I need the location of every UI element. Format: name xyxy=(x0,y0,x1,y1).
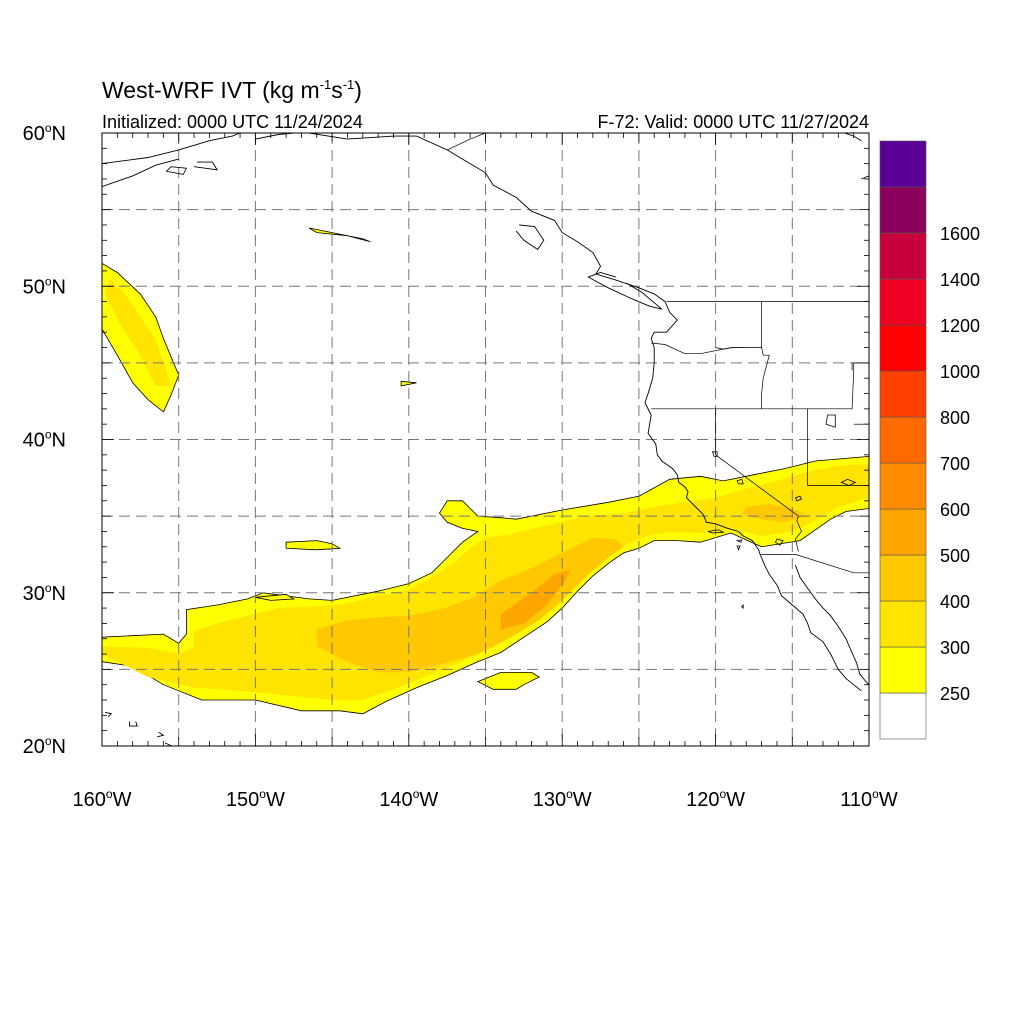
colorbar-label: 1200 xyxy=(940,316,980,336)
coastline xyxy=(309,133,862,692)
lake-outline xyxy=(840,478,857,486)
coastline xyxy=(515,224,545,251)
colorbar-swatch xyxy=(879,278,927,326)
colorbar-label: 500 xyxy=(940,546,970,566)
colorbar-swatch xyxy=(879,554,927,602)
lake-outline xyxy=(794,495,803,502)
colorbar: 250 300 400 500 600 700 800 1000 1200 1400 1600 xyxy=(879,140,980,740)
lon-label: 140oW xyxy=(379,787,438,811)
colorbar-swatch xyxy=(879,646,927,694)
lake-outline xyxy=(774,538,784,546)
ivt-region-10 xyxy=(741,503,808,523)
lat-label: 60oN xyxy=(23,121,66,145)
lat-label: 30oN xyxy=(23,581,66,605)
colorbar-swatch xyxy=(879,324,927,372)
lon-label: 120oW xyxy=(686,787,745,811)
state-border xyxy=(715,408,802,552)
ivt-region-11 xyxy=(500,569,570,630)
state-border xyxy=(651,342,747,355)
colorbar-label: 400 xyxy=(940,592,970,612)
latitude-labels: 60oN 50oN 40oN 30oN 20oN xyxy=(23,121,66,758)
axis-ticks xyxy=(101,132,870,747)
island-outline xyxy=(736,545,741,551)
graticule xyxy=(102,133,869,746)
colorbar-label: 1000 xyxy=(940,362,980,382)
colorbar-swatch xyxy=(879,232,927,280)
colorbar-label: 250 xyxy=(940,684,970,704)
geographic-outlines xyxy=(102,133,869,746)
map-panel xyxy=(102,133,869,746)
lon-label: 130oW xyxy=(533,787,592,811)
ivt-region-5 xyxy=(476,672,541,690)
colorbar-swatch xyxy=(879,692,927,740)
colorbar-swatch xyxy=(879,508,927,556)
island-outline xyxy=(165,166,188,175)
coastline xyxy=(102,158,179,188)
lake-outline xyxy=(825,414,836,428)
coastline xyxy=(587,272,663,310)
coastline xyxy=(164,742,173,746)
colorbar-label: 1600 xyxy=(940,224,980,244)
colorbar-swatch xyxy=(879,186,927,234)
island-outline xyxy=(741,604,744,610)
island-outline xyxy=(707,529,725,534)
coastline xyxy=(193,161,218,171)
ivt-region-9 xyxy=(316,537,624,673)
ivt-region-2 xyxy=(308,227,371,243)
colorbar-swatch xyxy=(879,140,927,188)
ivt-region-8 xyxy=(105,278,171,386)
lon-label: 110oW xyxy=(840,787,898,811)
lat-label: 40oN xyxy=(23,428,66,452)
coastline xyxy=(129,721,138,727)
valid-time-label: F-72: Valid: 0000 UTC 11/27/2024 xyxy=(598,112,870,132)
island-outline xyxy=(735,539,743,543)
state-border xyxy=(447,133,486,151)
lon-label: 160oW xyxy=(73,787,132,811)
coastline xyxy=(104,711,113,718)
colorbar-label: 700 xyxy=(940,454,970,474)
lat-label: 50oN xyxy=(23,274,66,298)
colorbar-label: 600 xyxy=(940,500,970,520)
ivt-region-6 xyxy=(255,593,296,601)
colorbar-swatch xyxy=(879,462,927,510)
coastline xyxy=(794,565,869,686)
colorbar-label: 1400 xyxy=(940,270,980,290)
state-border xyxy=(715,347,869,410)
state-border xyxy=(760,554,869,574)
lon-label: 150oW xyxy=(226,787,285,811)
longitude-labels: 160oW 150oW 140oW 130oW 120oW 110oW xyxy=(73,787,898,811)
colorbar-swatch xyxy=(879,600,927,648)
lake-outline xyxy=(711,451,718,457)
lake-outline xyxy=(736,478,744,485)
colorbar-label: 800 xyxy=(940,408,970,428)
coastline xyxy=(157,731,165,738)
lat-label: 20oN xyxy=(23,734,66,758)
colorbar-swatch xyxy=(879,370,927,418)
coastline xyxy=(861,175,869,180)
ivt-region-3 xyxy=(400,380,417,387)
figure-title: West-WRF IVT (kg m-1s-1) xyxy=(102,77,362,103)
colorbar-swatch xyxy=(879,416,927,464)
init-time-label: Initialized: 0000 UTC 11/24/2024 xyxy=(102,112,363,132)
ivt-region-4 xyxy=(285,540,342,551)
colorbar-label: 300 xyxy=(940,638,970,658)
coastline xyxy=(102,133,241,165)
